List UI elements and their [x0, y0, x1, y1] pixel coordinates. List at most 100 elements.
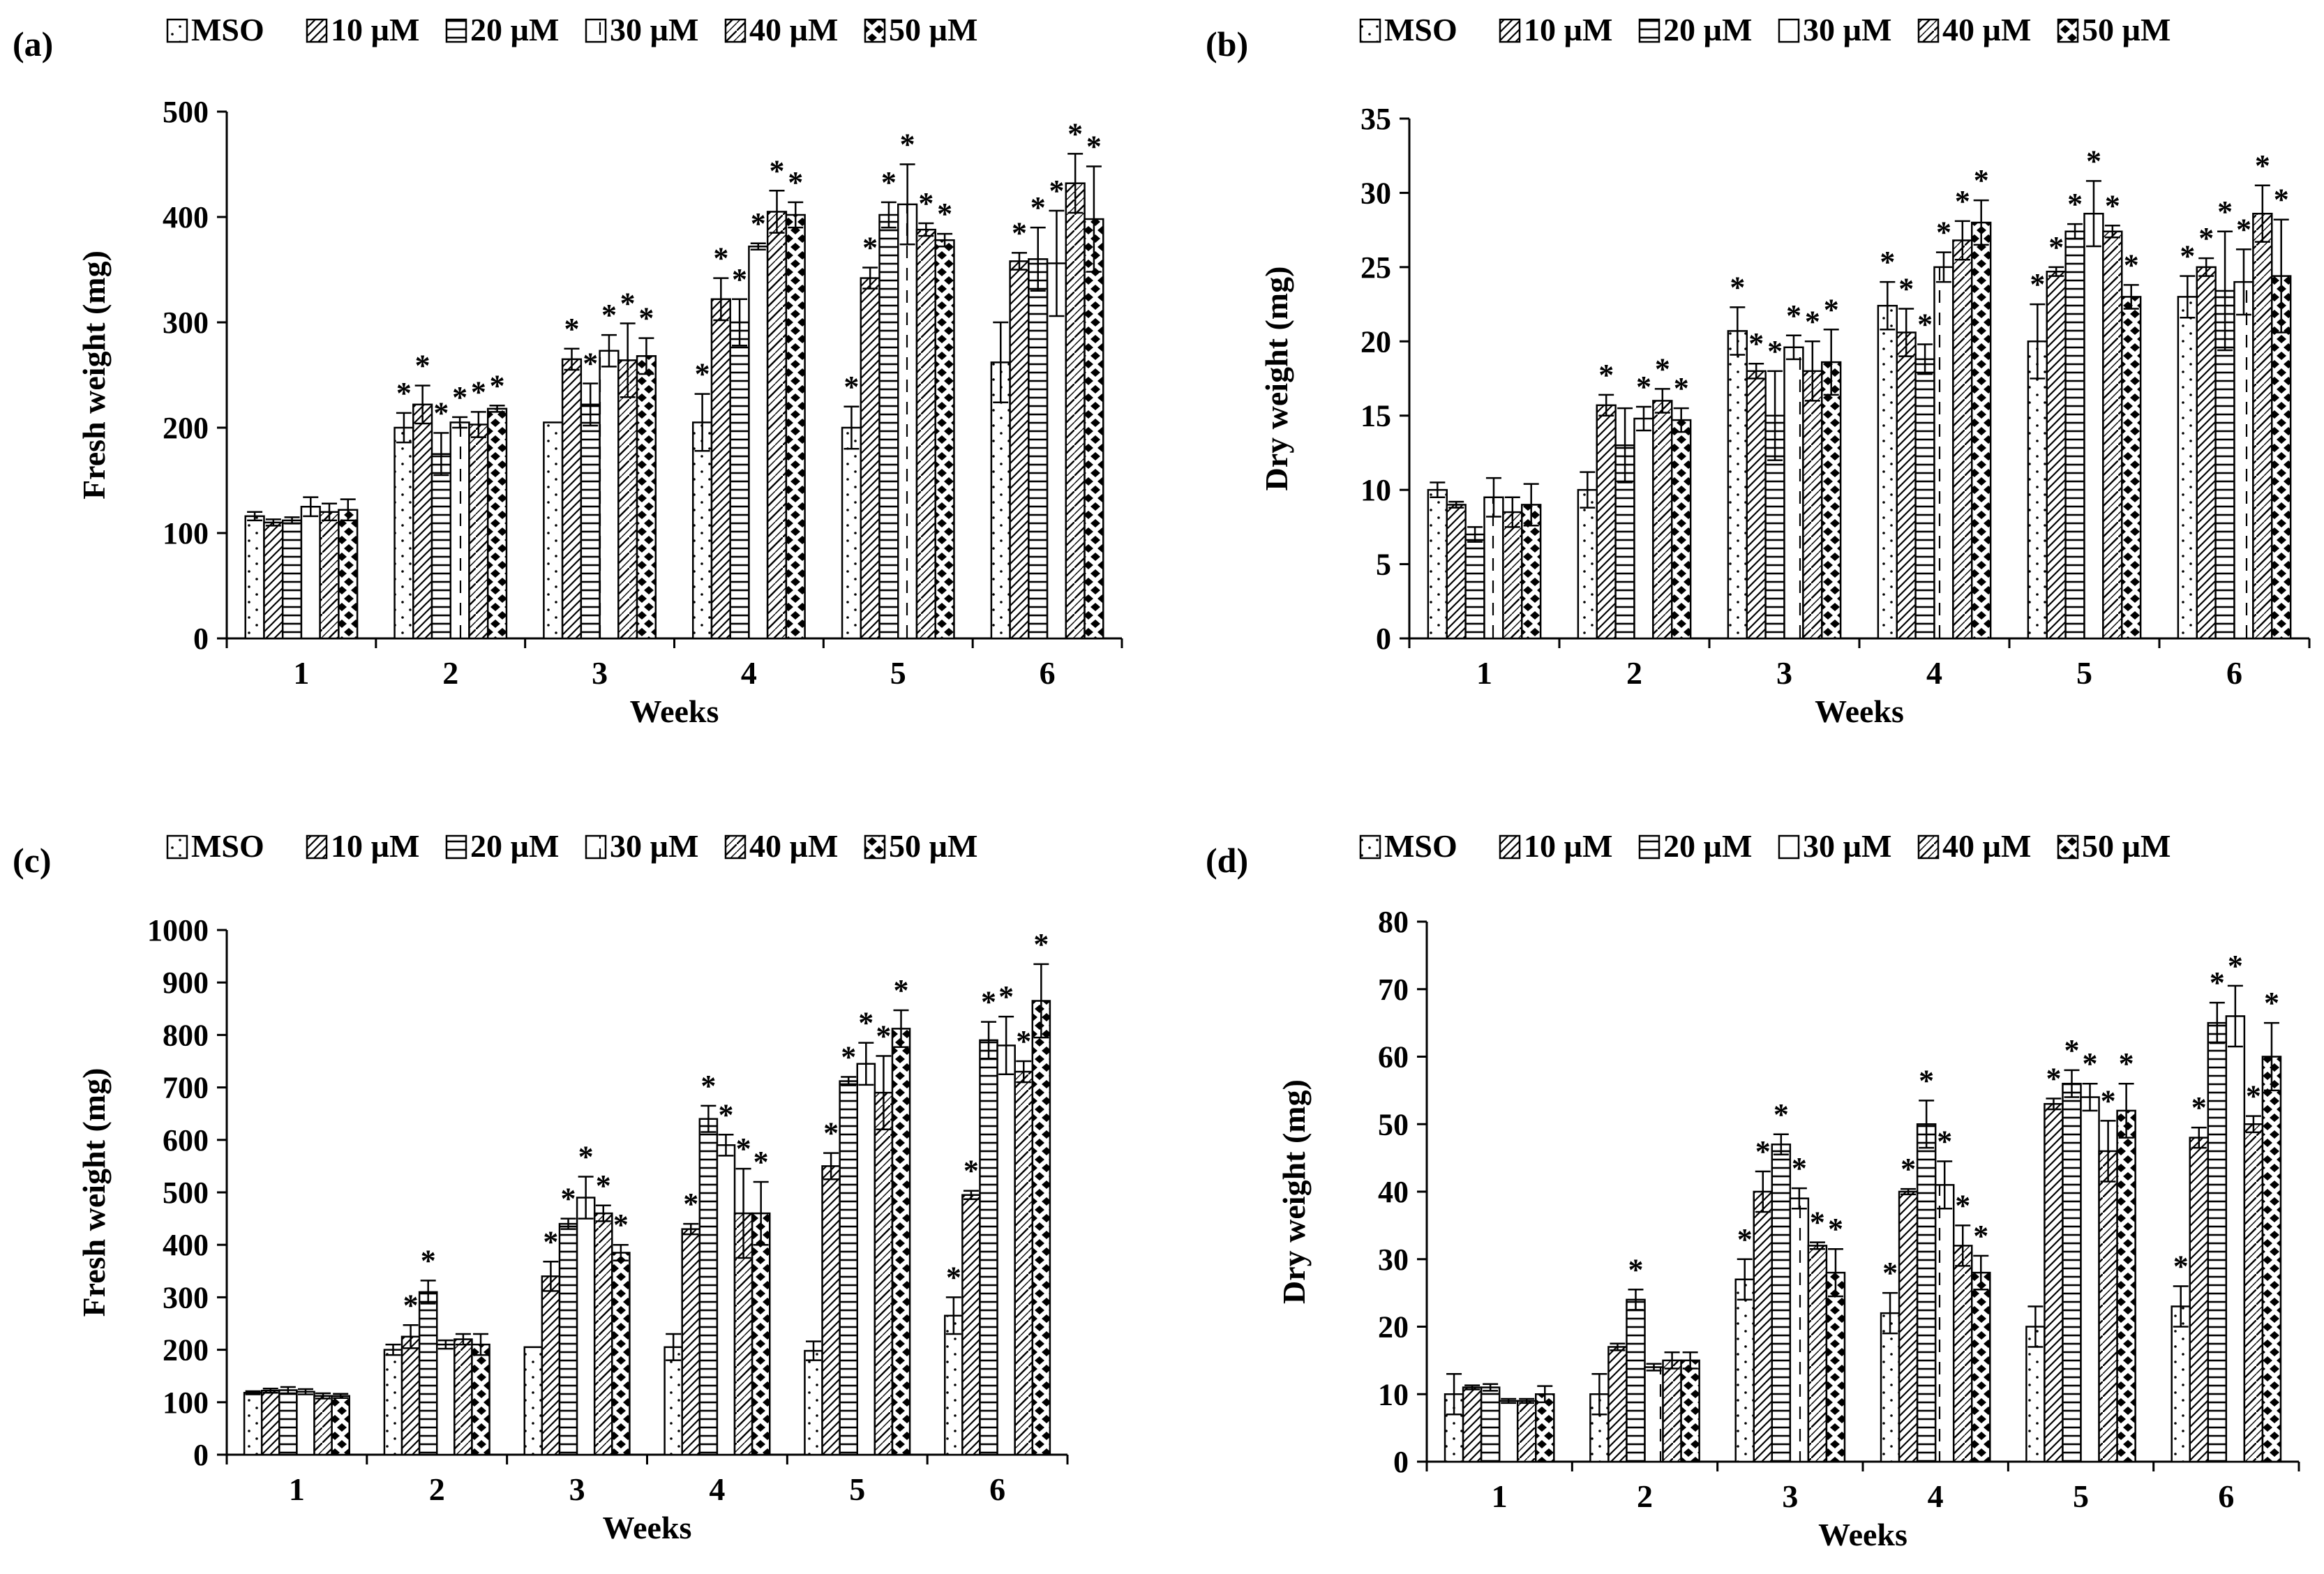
significance-marker: * — [1774, 1097, 1789, 1132]
y-axis-title: Fresh weight (mg) — [76, 250, 112, 500]
significance-marker: * — [471, 375, 486, 409]
significance-marker: * — [1730, 270, 1745, 304]
bar-40m-week-1 — [1502, 511, 1523, 640]
bar-50m-week-2 — [1671, 419, 1692, 640]
significance-marker: * — [1805, 304, 1820, 338]
y-tick-label: 900 — [163, 966, 209, 1000]
bar-mso-week-3 — [523, 1346, 543, 1456]
significance-marker: * — [751, 207, 766, 241]
significance-marker: * — [2228, 949, 2243, 983]
y-tick-label: 10 — [1378, 1377, 1409, 1411]
significance-marker: * — [900, 128, 915, 162]
y-tick-label: 200 — [163, 411, 209, 445]
bar-20m-week-4 — [1916, 1123, 1937, 1463]
bar-50m-week-1 — [331, 1395, 350, 1456]
y-axis-title: Fresh weight (mg) — [76, 1068, 112, 1317]
bar-40m-week-5 — [2098, 1150, 2118, 1463]
significance-marker: * — [433, 396, 449, 430]
significance-marker: * — [2198, 221, 2214, 255]
significance-marker: * — [732, 262, 747, 297]
significance-marker: * — [613, 1208, 629, 1242]
significance-marker: * — [823, 1116, 839, 1150]
significance-marker: * — [1748, 327, 1764, 361]
y-tick-label: 0 — [193, 622, 209, 656]
y-tick-label: 100 — [163, 516, 209, 550]
x-axis-title: Weeks — [1815, 694, 1904, 729]
x-tick-label: 6 — [2218, 1478, 2234, 1514]
y-tick-label: 30 — [1360, 176, 1391, 210]
y-tick-label: 400 — [163, 200, 209, 234]
significance-marker: * — [918, 186, 934, 220]
y-tick-label: 0 — [1393, 1445, 1409, 1479]
bar-50m-week-3 — [1821, 361, 1842, 640]
bar-40m-week-3 — [617, 359, 638, 640]
significance-marker: * — [1086, 130, 1102, 164]
bar-40m-week-2 — [453, 1338, 473, 1456]
significance-marker: * — [1755, 1134, 1771, 1169]
x-tick-label: 2 — [429, 1471, 445, 1507]
y-tick-label: 100 — [163, 1386, 209, 1420]
bar-40m-week-5 — [874, 1091, 894, 1456]
legend-swatch-4 — [724, 18, 747, 43]
bar-10m-week-3 — [1753, 1190, 1774, 1463]
bar-10m-week-2 — [1607, 1346, 1628, 1463]
bar-mso-week-6 — [990, 361, 1011, 640]
x-tick-label: 3 — [1782, 1478, 1798, 1514]
bar-40m-week-4 — [1952, 239, 1973, 640]
legend-label-3: 30 µM — [610, 828, 698, 864]
bar-20m-week-2 — [418, 1291, 438, 1456]
significance-marker: * — [1955, 1188, 1970, 1222]
legend-label-1: 10 µM — [1524, 12, 1612, 47]
bar-10m-week-4 — [710, 298, 731, 640]
legend-label-5: 50 µM — [889, 12, 977, 47]
bar-40m-week-1 — [1516, 1400, 1537, 1463]
legend-swatch-5 — [2057, 834, 2079, 860]
bar-20m-week-3 — [558, 1222, 578, 1456]
x-tick-label: 2 — [1626, 655, 1642, 691]
bar-40m-week-2 — [1652, 400, 1673, 640]
bar-10m-week-3 — [1746, 370, 1767, 640]
x-tick-label: 1 — [1492, 1478, 1508, 1514]
bar-50m-week-5 — [2116, 1109, 2136, 1463]
x-tick-label: 4 — [1928, 1478, 1944, 1514]
bar-50m-week-6 — [2271, 275, 2292, 640]
bar-40m-week-3 — [1802, 370, 1823, 640]
chart-panel-b: (b) MSO 10 µM 20 µM 30 µM 40 µM 50 µM051015202… — [1206, 12, 2311, 729]
bar-40m-week-2 — [1662, 1359, 1682, 1463]
significance-marker: * — [1012, 216, 1027, 250]
bar-30m-week-5 — [2080, 1096, 2100, 1463]
significance-marker: * — [2105, 188, 2120, 223]
significance-marker: * — [1901, 1152, 1916, 1186]
bar-mso-week-1 — [1427, 488, 1448, 640]
bar-30m-week-5 — [856, 1063, 876, 1456]
legend-swatch-2 — [1638, 18, 1660, 43]
x-tick-label: 1 — [293, 655, 309, 691]
significance-marker: * — [490, 368, 505, 403]
y-tick-label: 400 — [163, 1228, 209, 1262]
y-tick-label: 50 — [1378, 1107, 1409, 1141]
bar-40m-week-5 — [915, 228, 936, 640]
x-tick-label: 3 — [592, 655, 608, 691]
legend-swatch-1 — [306, 18, 328, 43]
x-tick-label: 5 — [2073, 1478, 2089, 1514]
significance-marker: * — [981, 985, 996, 1019]
legend-swatch-3 — [1778, 834, 1800, 860]
x-tick-label: 5 — [890, 655, 906, 691]
bar-30m-week-3 — [1789, 1197, 1810, 1463]
significance-marker: * — [452, 380, 467, 414]
bar-50m-week-6 — [2261, 1056, 2282, 1463]
bar-30m-week-3 — [1783, 346, 1804, 640]
bar-20m-week-1 — [281, 519, 303, 640]
y-tick-label: 500 — [163, 95, 209, 129]
y-tick-label: 40 — [1378, 1175, 1409, 1209]
legend-label-2: 20 µM — [470, 828, 559, 864]
significance-marker: * — [1786, 299, 1801, 333]
significance-marker: * — [1880, 245, 1895, 279]
significance-marker: * — [578, 1139, 594, 1174]
legend-swatch-3 — [585, 18, 607, 43]
bar-40m-week-4 — [1952, 1245, 1973, 1463]
significance-marker: * — [964, 1154, 979, 1188]
bar-30m-week-3 — [576, 1197, 596, 1456]
significance-marker: * — [396, 376, 412, 410]
